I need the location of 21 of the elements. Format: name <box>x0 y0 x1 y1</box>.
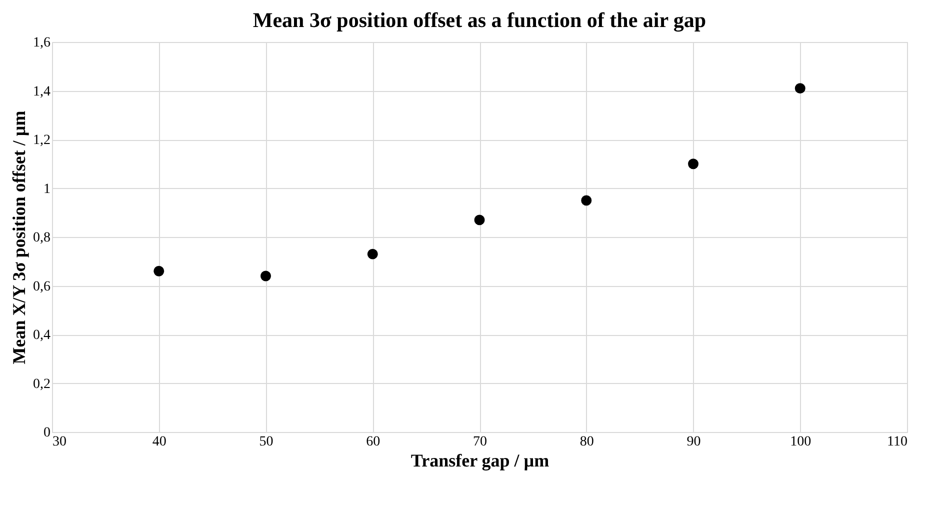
x-tick-label: 50 <box>259 434 274 450</box>
y-tick-label: 0,8 <box>33 230 50 246</box>
x-tick-label: 90 <box>686 434 701 450</box>
y-tick-label: 1 <box>44 182 50 197</box>
y-tick-label: 0,4 <box>33 328 50 343</box>
x-tick-label: 60 <box>366 434 380 450</box>
chart-title: Mean 3σ position offset as a function of the air gap <box>252 8 706 32</box>
x-tick-label: 70 <box>473 434 487 450</box>
y-tick-label: 1,6 <box>33 36 50 50</box>
y-tick-label: 1,2 <box>33 133 50 148</box>
y-axis-title: Mean X/Y 3σ position offset / µm <box>9 110 29 364</box>
y-tick-label: 0 <box>44 426 50 440</box>
x-tick-label: 40 <box>152 434 166 450</box>
x-axis-title: Transfer gap / µm <box>410 450 550 470</box>
x-tick-label: 30 <box>52 434 66 450</box>
x-tick-label: 110 <box>887 434 908 450</box>
y-tick-label: 0,2 <box>33 376 50 392</box>
x-tick-label: 100 <box>790 434 812 450</box>
x-tick-label: 80 <box>580 434 594 450</box>
y-tick-label: 1,4 <box>33 84 50 100</box>
y-tick-label: 0,6 <box>33 279 50 294</box>
